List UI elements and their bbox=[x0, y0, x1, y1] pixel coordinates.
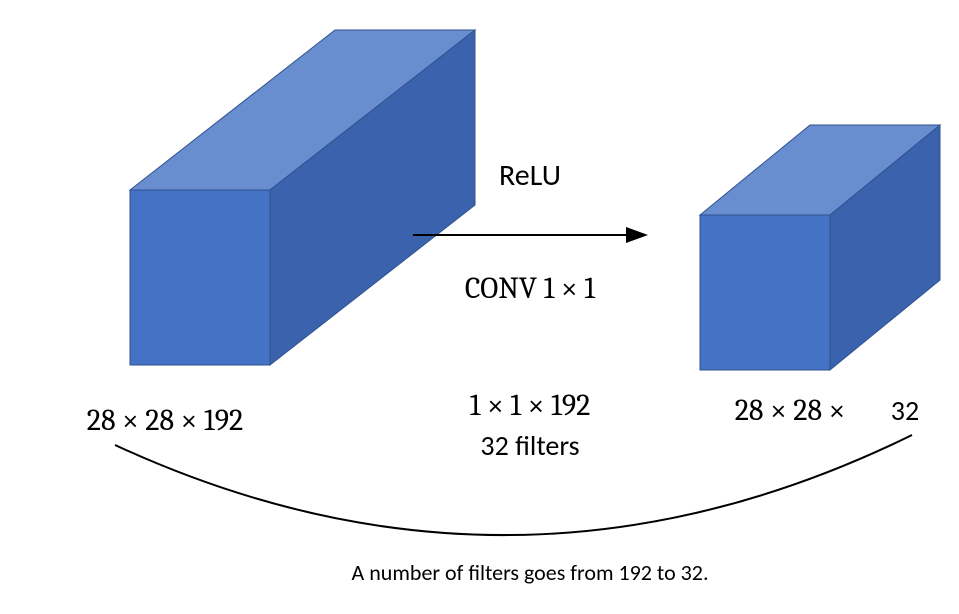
arrow bbox=[413, 227, 648, 243]
left-cuboid bbox=[130, 30, 475, 365]
right-cuboid-front bbox=[700, 215, 830, 370]
label-right_32: 32 bbox=[891, 393, 919, 428]
arrow-head bbox=[626, 227, 648, 243]
right-cuboid bbox=[700, 125, 940, 370]
label-relu: ReLU bbox=[499, 157, 561, 194]
left-cuboid-front bbox=[130, 190, 270, 365]
label-left_dims: 28 × 28 × 192 bbox=[87, 403, 243, 438]
label-mid_filters: 32 filters bbox=[480, 428, 579, 463]
label-right_28_28: 28 × 28 × bbox=[735, 393, 845, 428]
label-mid_dims: 1 × 1 × 192 bbox=[470, 388, 591, 423]
label-caption: A number of filters goes from 192 to 32. bbox=[352, 559, 709, 586]
label-conv: CONV 1 × 1 bbox=[465, 271, 596, 306]
